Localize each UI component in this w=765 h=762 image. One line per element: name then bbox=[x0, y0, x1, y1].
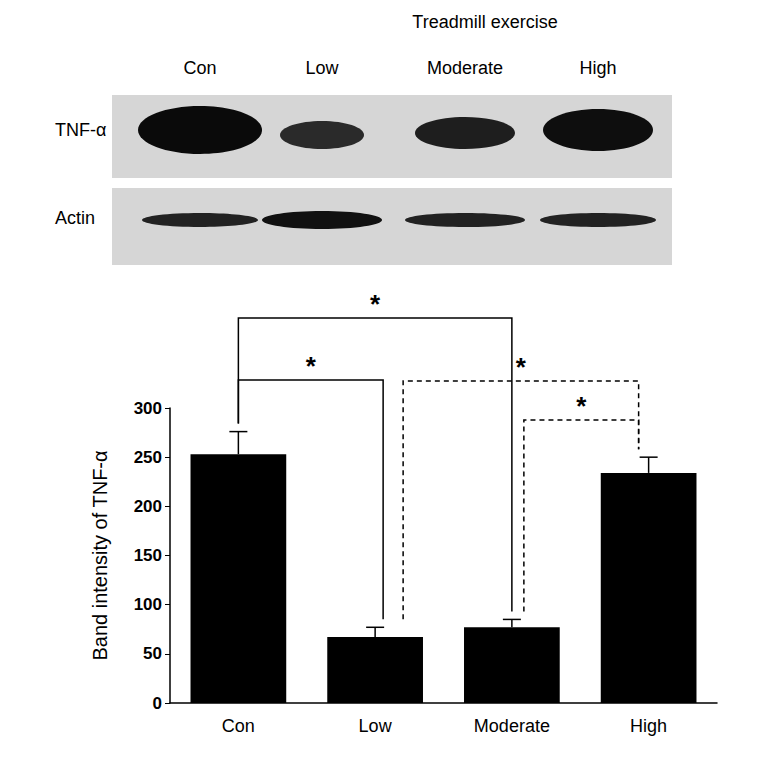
svg-text:Con: Con bbox=[222, 716, 255, 736]
svg-text:Band intensity of TNF-α: Band intensity of TNF-α bbox=[89, 450, 111, 660]
svg-text:300: 300 bbox=[134, 399, 162, 418]
svg-text:*: * bbox=[576, 391, 587, 421]
svg-text:High: High bbox=[630, 716, 667, 736]
svg-text:*: * bbox=[306, 351, 317, 381]
svg-text:100: 100 bbox=[134, 595, 162, 614]
svg-text:150: 150 bbox=[134, 546, 162, 565]
svg-text:Treadmill exercise: Treadmill exercise bbox=[412, 12, 557, 32]
svg-text:Con: Con bbox=[183, 58, 216, 78]
svg-text:*: * bbox=[516, 352, 527, 382]
svg-text:0: 0 bbox=[153, 694, 162, 713]
svg-text:High: High bbox=[579, 58, 616, 78]
svg-text:50: 50 bbox=[143, 644, 162, 663]
svg-text:Moderate: Moderate bbox=[474, 716, 550, 736]
svg-text:200: 200 bbox=[134, 497, 162, 516]
svg-text:Moderate: Moderate bbox=[427, 58, 503, 78]
svg-text:Low: Low bbox=[305, 58, 339, 78]
svg-text:TNF-α: TNF-α bbox=[55, 120, 106, 140]
svg-text:*: * bbox=[370, 289, 381, 319]
svg-text:Low: Low bbox=[359, 716, 393, 736]
svg-text:Actin: Actin bbox=[55, 208, 95, 228]
svg-text:250: 250 bbox=[134, 448, 162, 467]
